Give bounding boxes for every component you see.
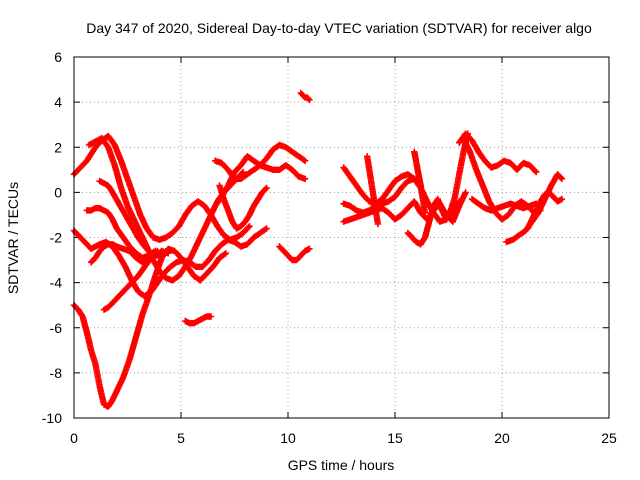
series-arc-08 — [100, 247, 161, 313]
series-arc-13 — [276, 243, 313, 264]
series-markers — [83, 205, 159, 261]
y-tick-label: -2 — [50, 230, 63, 246]
series-arc-19 — [404, 130, 471, 248]
series-markers — [182, 313, 215, 327]
series-markers — [524, 189, 566, 232]
y-tick-label: 4 — [54, 94, 62, 110]
y-tick-label: 0 — [54, 184, 62, 200]
y-tick-label: 2 — [54, 139, 62, 155]
x-axis-label: GPS time / hours — [288, 457, 395, 473]
series-markers — [456, 130, 540, 176]
series-arc-25 — [524, 189, 566, 232]
x-tick-label: 5 — [177, 430, 185, 446]
grid — [74, 57, 609, 418]
series-markers — [212, 157, 309, 182]
series-arc-06 — [83, 205, 159, 261]
series-markers — [297, 89, 313, 104]
series-arc-18 — [364, 153, 382, 228]
series-markers — [276, 243, 313, 264]
x-tick-label: 15 — [387, 430, 403, 446]
x-tick-label: 10 — [280, 430, 296, 446]
y-tick-label: -4 — [50, 275, 63, 291]
y-tick-label: 6 — [54, 49, 62, 65]
series-arc-11 — [212, 157, 309, 182]
y-axis-label: SDTVAR / TECUs — [5, 182, 21, 294]
series-arc-20 — [411, 148, 429, 216]
plot-frame — [73, 56, 610, 419]
series-markers — [411, 148, 429, 216]
series-arc-09 — [182, 313, 215, 327]
series-arc-21 — [456, 130, 540, 176]
series-arc-14 — [297, 89, 313, 104]
x-tick-label: 0 — [70, 430, 78, 446]
data-series — [70, 89, 566, 410]
y-tick-label: -6 — [50, 320, 63, 336]
series-markers — [216, 182, 270, 232]
series-markers — [364, 153, 382, 228]
x-tick-label: 25 — [601, 430, 617, 446]
series-markers — [404, 130, 471, 248]
x-tick-label: 20 — [494, 430, 510, 446]
y-tick-label: -10 — [42, 410, 62, 426]
series-markers — [468, 195, 540, 214]
y-tick-label: -8 — [50, 365, 63, 381]
tick-labels: 0 5 10 15 20 25 -10 -8 -6 -4 -2 0 2 4 6 — [42, 49, 617, 446]
series-arc-23 — [468, 195, 540, 214]
chart-title: Day 347 of 2020, Sidereal Day-to-day VTE… — [86, 20, 592, 36]
series-markers — [100, 247, 161, 313]
series-arc-12 — [216, 182, 270, 232]
